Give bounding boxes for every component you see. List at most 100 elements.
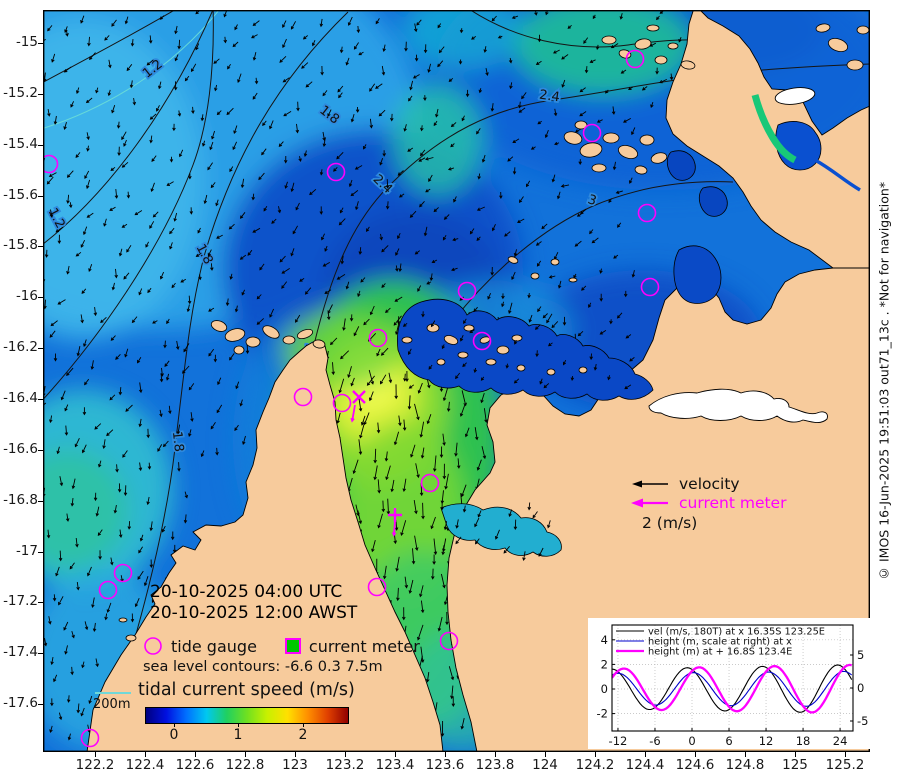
velocity-label: velocity: [679, 474, 740, 493]
lat-tick-label: -16.8: [3, 491, 38, 508]
lon-tick-mark: [345, 752, 346, 757]
inset-left-tick: -2: [597, 707, 608, 721]
copyright-vertical-text: © IMOS 16-Jun-2025 19:51:03 out71_13c . …: [876, 181, 892, 581]
lat-tick-label: -17.6: [3, 695, 38, 712]
tide-gauge-marker: [326, 162, 346, 182]
map-symbol-legend: tide gauge current meter: [143, 636, 420, 656]
tide-gauge-marker: [332, 393, 352, 413]
inset-right-tick: 0: [857, 681, 864, 695]
lat-tick-mark: [38, 144, 43, 146]
lon-tick-mark: [95, 752, 96, 757]
current-meter-markers: [350, 390, 402, 537]
tide-gauge-marker: [420, 473, 440, 493]
colorbar-tick-label: 2: [298, 727, 308, 743]
lat-tick-mark: [38, 297, 43, 299]
islands: [118, 23, 870, 642]
tide-gauge-marker: [293, 387, 313, 407]
datetime-awst: 20-10-2025 12:00 AWST: [150, 603, 358, 623]
lon-tick-label: 124.6: [675, 757, 715, 773]
colorbar-title: tidal current speed (m/s): [138, 680, 355, 700]
lon-tick-mark: [295, 752, 296, 757]
tide-gauge-marker: [113, 563, 133, 583]
inset-left-tick: 4: [601, 633, 608, 647]
current-meter-x-marker: [352, 390, 366, 404]
tide-gauge-marker: [80, 728, 100, 748]
inset-frame: [611, 624, 854, 732]
lat-tick-mark: [38, 195, 43, 197]
tide-gauge-marker: [472, 331, 492, 351]
colorbar: [145, 707, 349, 724]
tide-gauge-marker: [582, 123, 602, 143]
current-meter-arrow-icon: [631, 498, 668, 507]
lat-tick-label: -17: [15, 542, 38, 559]
vector-legend: velocity current meter 2 (m/s): [630, 474, 786, 532]
lat-tick-label: -17.4: [3, 644, 38, 661]
velocity-arrow-icon: [632, 480, 668, 487]
inset-legend-label: height (m) at + 16.8S 123.4E: [648, 647, 792, 658]
lat-tick-label: -15.4: [3, 135, 38, 152]
lat-tick-mark: [38, 398, 43, 400]
lat-tick-mark: [38, 704, 43, 706]
colorbar-tick-label: 1: [233, 727, 243, 743]
colorbar-tick-mark: [238, 723, 239, 727]
colorbar-tick-label: 0: [169, 727, 179, 743]
tide-gauge-marker: [367, 577, 387, 597]
scale-bar-label: 200m: [93, 697, 131, 712]
lon-tick-mark: [245, 752, 246, 757]
lon-tick-label: 125: [782, 757, 808, 773]
lon-tick-mark: [145, 752, 146, 757]
lat-tick-mark: [38, 246, 43, 248]
lon-tick-label: 123: [282, 757, 308, 773]
inset-x-tick: 24: [833, 734, 848, 748]
tide-timeseries-chart: -12 -6 0 6 12 18 24 4 2 0 -2 5 0 -5 vel (m/s, 180T) at…: [588, 618, 870, 749]
datetime-utc: 20-10-2025 04:00 UTC: [150, 582, 343, 602]
lat-tick-label: -17.2: [3, 593, 38, 610]
sea-level-contours-note: sea level contours: -6.6 0.3 7.5m: [143, 659, 383, 675]
inset-right-tick: 5: [857, 648, 864, 662]
colorbar-tick-mark: [303, 723, 304, 727]
lon-tick-mark: [745, 752, 746, 757]
series-line: [612, 664, 853, 713]
lon-tick-label: 123.4: [375, 757, 415, 773]
vector-scale-label: 2 (m/s): [642, 514, 698, 532]
lat-tick-label: -16.6: [3, 440, 38, 457]
lat-tick-mark: [38, 602, 43, 604]
current-meter-icon: [284, 638, 301, 654]
inset-x-tick: -12: [609, 734, 628, 748]
tide-gauge-marker: [98, 580, 118, 600]
inset-grid: [612, 625, 853, 731]
lon-tick-label: 123.6: [425, 757, 465, 773]
inset-series: [612, 663, 853, 714]
lat-tick-mark: [38, 449, 43, 451]
lon-tick-label: 124.4: [625, 757, 665, 773]
lon-tick-label: 123.8: [475, 757, 515, 773]
lon-tick-mark: [795, 752, 796, 757]
bay-arrow-field: [402, 301, 635, 561]
lat-tick-label: -16: [15, 288, 38, 305]
inset-x-tick: 12: [759, 734, 774, 748]
inset-left-tick: 2: [601, 657, 608, 671]
inset-legend-label: height (m, scale at right) at x: [648, 637, 792, 648]
lon-tick-mark: [495, 752, 496, 757]
series-line: [612, 663, 852, 714]
lat-tick-mark: [38, 653, 43, 655]
tide-gauge-marker: [439, 631, 459, 651]
current-meter-arrow-label: current meter: [679, 493, 787, 512]
lon-tick-mark: [695, 752, 696, 757]
lat-tick-mark: [38, 348, 43, 350]
lat-tick-label: -16.4: [3, 389, 38, 406]
lat-tick-label: -15: [15, 34, 38, 50]
tide-timeseries-inset: -12 -6 0 6 12 18 24 4 2 0 -2 5 0 -5 vel (m/s, 180T) at…: [588, 618, 870, 749]
tide-gauge-label: tide gauge: [171, 636, 257, 656]
contour-label: 2.4: [538, 88, 561, 106]
lat-tick-label: -15.8: [3, 237, 38, 254]
lat-tick-mark: [38, 93, 43, 95]
coastal-bays: [396, 94, 861, 557]
lon-tick-label: 125.2: [825, 757, 865, 773]
lon-tick-mark: [195, 752, 196, 757]
current-meter-+-marker: [388, 508, 402, 522]
scale-bar-line: [95, 692, 131, 694]
tide-gauge-marker: [640, 277, 660, 297]
lon-tick-label: 124.2: [575, 757, 615, 773]
lat-tick-mark: [38, 500, 43, 502]
